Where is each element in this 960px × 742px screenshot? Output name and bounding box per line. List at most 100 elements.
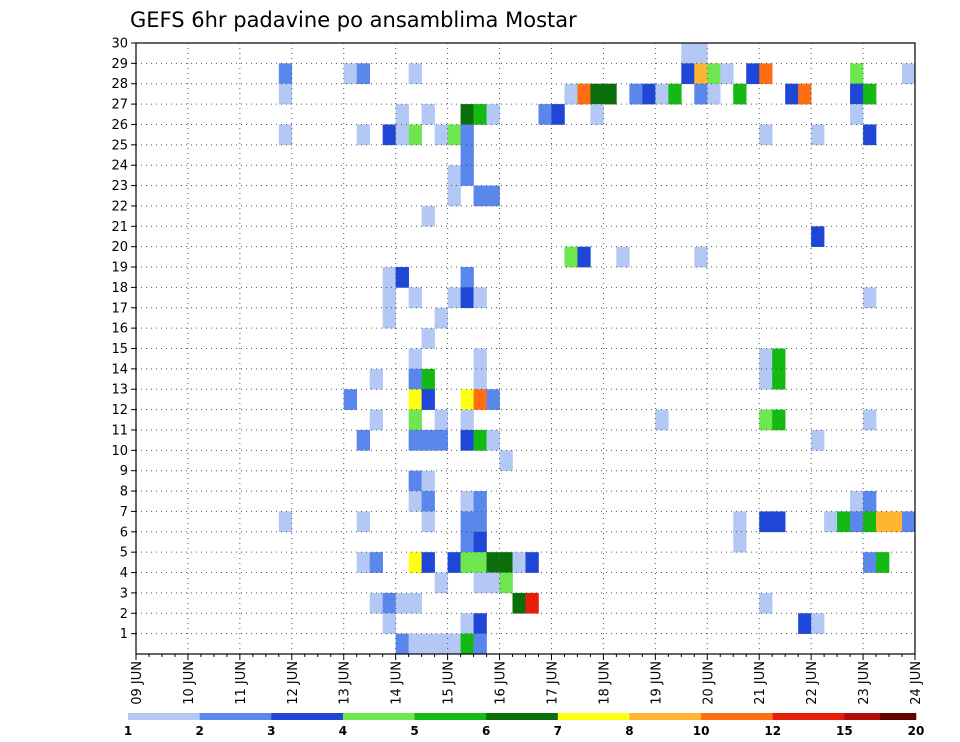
heatmap-cell (824, 511, 838, 533)
heatmap-cell (746, 63, 760, 85)
heatmap-cell (499, 450, 513, 471)
heatmap-cell (785, 83, 799, 105)
heatmap-cell (460, 409, 474, 431)
heatmap-cell (850, 63, 864, 85)
heatmap-cell (707, 83, 721, 105)
heatmap-cell (642, 83, 656, 105)
colorbar-label: 10 (693, 724, 710, 738)
x-tick-label: 09 JUN (130, 661, 145, 705)
heatmap-cell (499, 552, 513, 573)
y-tick-label: 4 (120, 566, 128, 581)
heatmap-cell (460, 104, 474, 125)
heatmap-cell (473, 429, 487, 451)
y-tick-label: 29 (111, 57, 128, 72)
chart-title: GEFS 6hr padavine po ansamblima Mostar (130, 8, 577, 32)
heatmap-cell (473, 368, 487, 390)
heatmap-cell (356, 63, 370, 85)
y-tick-label: 20 (111, 240, 128, 255)
heatmap-cell (356, 124, 370, 146)
y-tick-label: 5 (120, 546, 128, 561)
heatmap-cell (850, 104, 864, 125)
heatmap-cell (772, 511, 786, 533)
colorbar-swatch (342, 713, 415, 720)
y-tick-label: 22 (111, 199, 128, 214)
heatmap-cell (421, 633, 435, 655)
heatmap-cell (473, 613, 487, 634)
heatmap-cell (408, 409, 422, 431)
x-tick-label: 19 JUN (649, 661, 664, 705)
heatmap-cell (460, 144, 474, 166)
heatmap-cell (876, 511, 890, 533)
y-tick-label: 13 (111, 383, 128, 398)
heatmap-cell (278, 124, 293, 146)
heatmap-cell (369, 592, 383, 614)
heatmap-cell (343, 63, 358, 85)
heatmap-cell (382, 592, 396, 614)
colorbar: 1 2 3 4 5 6 7 8 10 12 15 20 (124, 713, 924, 738)
heatmap-cell (408, 287, 422, 309)
heatmap-cell (863, 511, 877, 533)
heatmap-cell (369, 552, 383, 573)
heatmap-cell (473, 287, 487, 309)
y-tick-label: 26 (111, 118, 128, 133)
heatmap-cell (408, 63, 422, 85)
x-tick-label: 18 JUN (597, 661, 612, 705)
heatmap-cell (733, 531, 747, 553)
heatmap-cell (382, 124, 396, 146)
heatmap-cell (278, 83, 293, 105)
heatmap-cell (720, 63, 734, 85)
heatmap-cell (681, 63, 695, 85)
heatmap-cell (356, 552, 370, 573)
heatmap-cell (486, 185, 500, 207)
colorbar-swatch (557, 713, 630, 720)
heatmap-cell (447, 287, 461, 309)
heatmap-cell (655, 409, 669, 431)
heatmap-cell (421, 491, 435, 512)
heatmap-cell (460, 511, 474, 533)
heatmap-cell (733, 511, 747, 533)
heatmap-cell (408, 368, 422, 390)
x-tick-label: 16 JUN (494, 661, 509, 705)
y-tick-label: 2 (120, 607, 128, 622)
y-tick-label: 18 (111, 281, 128, 296)
heatmap-cell (525, 592, 539, 614)
heatmap-cell (798, 613, 812, 634)
heatmap-cell (759, 511, 773, 533)
y-tick-label: 25 (111, 138, 128, 153)
x-tick-label: 13 JUN (338, 661, 353, 705)
y-tick-label: 24 (111, 159, 128, 174)
heatmap-cell (434, 409, 448, 431)
x-tick-label: 11 JUN (234, 661, 249, 705)
heatmap-cell (759, 592, 773, 614)
heatmap-cell (408, 389, 422, 410)
heatmap-cell (473, 104, 487, 125)
y-tick-label: 15 (111, 342, 128, 357)
y-tick-label: 14 (111, 362, 128, 377)
heatmap-cell (811, 613, 825, 634)
heatmap-cell (421, 104, 435, 125)
heatmap-cell (629, 83, 643, 105)
y-tick-label: 6 (120, 525, 128, 540)
heatmap-cell (395, 592, 409, 614)
heatmap-cells (278, 43, 916, 655)
x-tick-label: 14 JUN (390, 661, 405, 705)
heatmap-cell (473, 491, 487, 512)
heatmap-cell (577, 246, 591, 268)
heatmap-cell (382, 307, 396, 329)
x-tick-label: 22 JUN (805, 661, 820, 705)
x-tick-label: 23 JUN (857, 661, 872, 705)
heatmap-cell (447, 124, 461, 146)
heatmap-cell (382, 613, 396, 634)
colorbar-swatch (701, 713, 774, 720)
colorbar-swatch (772, 713, 845, 720)
heatmap-cell (460, 491, 474, 512)
heatmap-cell (759, 124, 773, 146)
heatmap-cell (473, 531, 487, 553)
heatmap-cell (564, 246, 578, 268)
grid-lines (136, 42, 915, 654)
heatmap-cell (707, 63, 721, 85)
heatmap-cell (460, 287, 474, 309)
y-axis-ticks: 1234567891011121314151617181920212223242… (111, 37, 136, 642)
heatmap-cell (408, 633, 422, 655)
